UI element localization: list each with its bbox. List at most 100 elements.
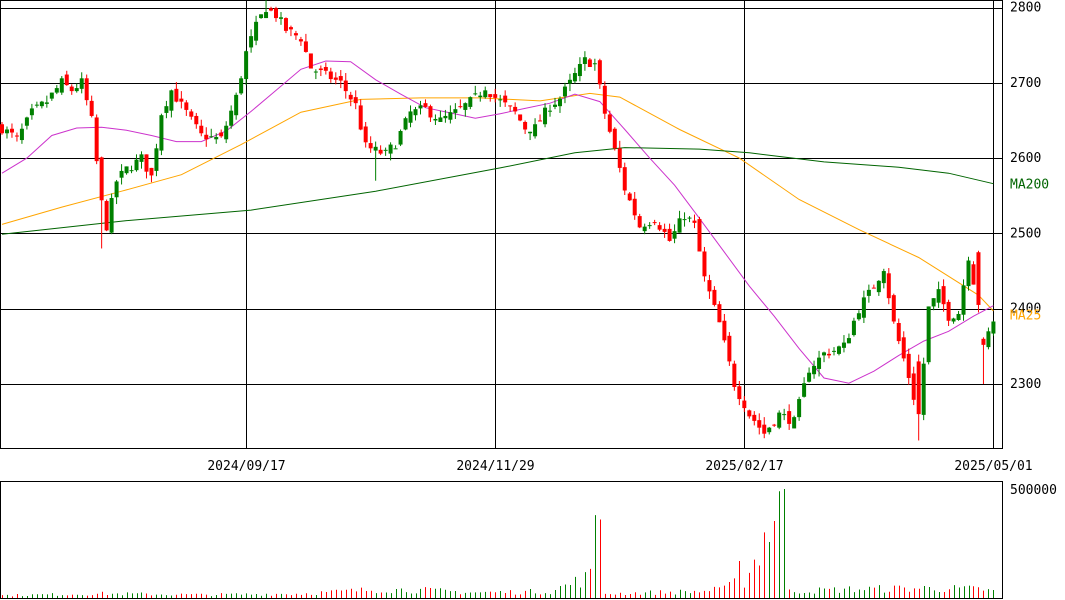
candle-body bbox=[473, 93, 478, 95]
candle bbox=[224, 121, 229, 144]
candle bbox=[134, 154, 139, 172]
candle bbox=[951, 317, 956, 324]
candle-body bbox=[428, 106, 433, 118]
candle-body bbox=[971, 264, 976, 285]
candle-body bbox=[797, 399, 802, 418]
candle bbox=[308, 53, 313, 69]
candle bbox=[214, 133, 219, 144]
candle-body bbox=[911, 373, 916, 400]
candle-body bbox=[901, 337, 906, 359]
candle bbox=[468, 96, 473, 110]
candle bbox=[827, 348, 832, 359]
candle bbox=[184, 100, 189, 116]
candle-body bbox=[812, 365, 817, 375]
candle bbox=[921, 357, 926, 421]
candle bbox=[249, 29, 254, 53]
candle-body bbox=[403, 118, 408, 130]
candle bbox=[124, 166, 129, 175]
candle-body bbox=[388, 144, 393, 154]
candle-body bbox=[318, 68, 323, 71]
candle bbox=[169, 89, 174, 118]
candle bbox=[318, 65, 323, 77]
candle bbox=[891, 293, 896, 324]
candle-body bbox=[508, 105, 513, 107]
candle bbox=[647, 222, 652, 229]
candle bbox=[229, 105, 234, 129]
candle-body bbox=[582, 57, 587, 64]
candle bbox=[398, 129, 403, 147]
candle-body bbox=[179, 98, 184, 102]
candle-body bbox=[707, 280, 712, 292]
candle bbox=[607, 110, 612, 134]
candle bbox=[742, 396, 747, 412]
price-tick-label: 2600 bbox=[1010, 151, 1041, 166]
candle-body bbox=[692, 220, 697, 223]
candle-body bbox=[164, 106, 169, 113]
candle-body bbox=[827, 353, 832, 356]
candle bbox=[956, 310, 961, 321]
candle-body bbox=[114, 181, 119, 198]
candle-body bbox=[313, 71, 318, 73]
candle bbox=[278, 12, 283, 25]
candle bbox=[488, 94, 493, 102]
price-tick-label: 2800 bbox=[1010, 1, 1041, 16]
candle-body bbox=[154, 148, 159, 171]
candle bbox=[373, 141, 378, 181]
candle-body bbox=[34, 104, 39, 106]
candle bbox=[413, 106, 418, 121]
candle-body bbox=[4, 129, 9, 134]
candle-body bbox=[453, 109, 458, 113]
candle-body bbox=[408, 111, 413, 123]
candle bbox=[861, 290, 866, 324]
candle-body bbox=[732, 363, 737, 388]
candle bbox=[473, 85, 478, 96]
candle-body bbox=[652, 222, 657, 224]
candle-body bbox=[782, 414, 787, 416]
candle bbox=[851, 317, 856, 337]
candle-body bbox=[94, 117, 99, 162]
candle bbox=[841, 335, 846, 353]
candle-body bbox=[433, 118, 438, 121]
candle bbox=[114, 179, 119, 205]
candle bbox=[269, 6, 274, 12]
candle-body bbox=[712, 289, 717, 305]
candle-body bbox=[672, 231, 677, 239]
candle-body bbox=[976, 252, 981, 305]
candle-body bbox=[991, 321, 996, 334]
candle-body bbox=[134, 159, 139, 171]
candle-body bbox=[767, 427, 772, 433]
candle bbox=[338, 70, 343, 89]
price-tick-label: 2400 bbox=[1010, 302, 1041, 317]
candle-body bbox=[169, 90, 174, 111]
candle bbox=[782, 408, 787, 421]
candle-body bbox=[274, 8, 279, 19]
candle bbox=[642, 223, 647, 235]
candle-body bbox=[498, 99, 503, 101]
candle bbox=[84, 74, 89, 106]
candle-body bbox=[548, 110, 553, 112]
candle-body bbox=[239, 78, 244, 94]
candle bbox=[508, 105, 513, 112]
candle bbox=[234, 92, 239, 120]
candle-body bbox=[567, 79, 572, 84]
candle bbox=[9, 123, 14, 138]
candle-body bbox=[617, 148, 622, 168]
candle-body bbox=[323, 67, 328, 71]
candle bbox=[264, 0, 269, 19]
candle bbox=[667, 223, 672, 242]
candle-body bbox=[956, 313, 961, 320]
candle-body bbox=[528, 131, 533, 134]
candle bbox=[592, 58, 597, 71]
candle bbox=[831, 347, 836, 356]
candle bbox=[79, 72, 84, 94]
candle bbox=[822, 351, 827, 363]
price-tick-label: 2500 bbox=[1010, 226, 1041, 241]
candle bbox=[817, 350, 822, 377]
candle bbox=[991, 320, 996, 336]
candle-body bbox=[627, 193, 632, 201]
candle bbox=[388, 142, 393, 161]
ma-line-ma25 bbox=[1, 92, 994, 312]
candle bbox=[856, 310, 861, 321]
candle bbox=[752, 411, 757, 426]
candle bbox=[478, 91, 483, 102]
